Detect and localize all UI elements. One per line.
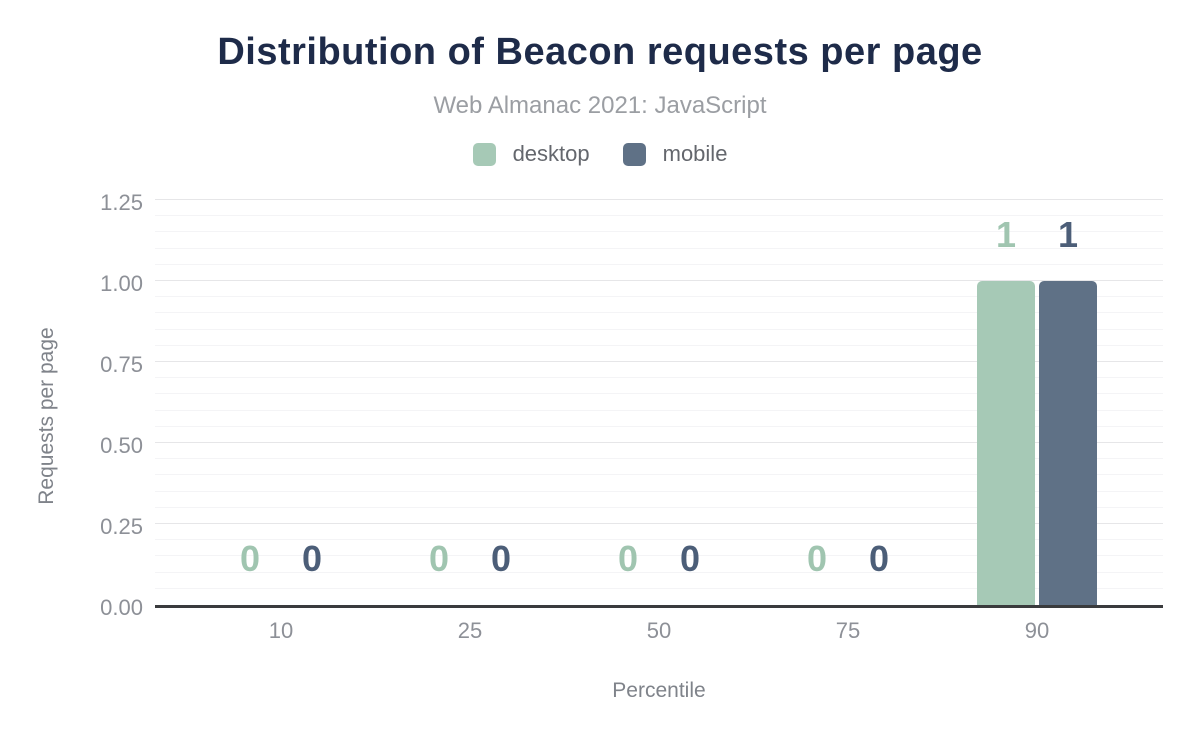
chart-subtitle: Web Almanac 2021: JavaScript	[433, 92, 767, 119]
value-label-desktop-p25: 0	[428, 538, 450, 579]
bar-desktop-p90[interactable]	[977, 281, 1035, 605]
chart-title: Distribution of Beacon requests per page	[217, 31, 983, 73]
y-axis-title: Requests per page	[35, 327, 58, 505]
legend-swatch-mobile	[622, 142, 646, 166]
value-label-mobile-p10: 0	[301, 538, 323, 579]
y-tick-label: 0.75	[100, 352, 143, 377]
legend-label: mobile	[662, 141, 728, 166]
value-label-mobile-p50: 0	[679, 538, 701, 579]
gridline-minor	[155, 247, 1163, 249]
legend-item-mobile[interactable]: mobile	[622, 141, 728, 167]
plot-area: 0.00 0.25 0.50 0.75 1.00 1.25 10 0 0 25 0 0 50 0 0 75 0 0…	[100, 192, 1163, 643]
gridline-major	[155, 199, 1163, 200]
gridline-major	[155, 361, 1163, 362]
value-label-desktop-p75: 0	[806, 538, 828, 579]
gridline-minor	[155, 571, 1163, 573]
y-tick-label: 0.00	[100, 595, 143, 620]
gridline-minor	[155, 312, 1163, 314]
gridline-major	[155, 442, 1163, 443]
x-tick-label: 10	[268, 618, 294, 643]
x-tick-label: 90	[1024, 618, 1050, 643]
y-tick-label: 0.25	[100, 514, 143, 539]
gridline-minor	[155, 425, 1163, 427]
gridline-minor	[155, 263, 1163, 265]
value-label-desktop-p90: 1	[995, 214, 1017, 255]
gridline-minor	[155, 506, 1163, 508]
value-label-mobile-p25: 0	[490, 538, 512, 579]
gridline-minor	[155, 458, 1163, 460]
gridline-minor	[155, 474, 1163, 476]
gridline-minor	[155, 215, 1163, 217]
gridline-major	[155, 523, 1163, 524]
gridline-minor	[155, 377, 1163, 379]
x-tick-label: 50	[646, 618, 672, 643]
gridline-minor	[155, 409, 1163, 411]
gridline-minor	[155, 328, 1163, 330]
bar-mobile-p90[interactable]	[1039, 281, 1097, 605]
gridline-major	[155, 280, 1163, 281]
gridline-minor	[155, 344, 1163, 346]
x-axis-title: Percentile	[612, 679, 706, 702]
gridline-minor	[155, 539, 1163, 541]
legend-item-desktop[interactable]: desktop	[472, 141, 590, 167]
gridline-minor	[155, 296, 1163, 298]
value-label-desktop-p10: 0	[239, 538, 261, 579]
legend-swatch-desktop	[472, 142, 496, 166]
gridline-minor	[155, 555, 1163, 557]
value-label-mobile-p75: 0	[868, 538, 890, 579]
gridline-minor	[155, 231, 1163, 233]
y-tick-label: 1.00	[100, 271, 143, 296]
gridline-minor	[155, 490, 1163, 492]
x-tick-label: 75	[835, 618, 861, 643]
y-tick-label: 0.50	[100, 433, 143, 458]
gridline-minor	[155, 587, 1163, 589]
value-label-mobile-p90: 1	[1057, 214, 1079, 255]
y-tick-label: 1.25	[100, 190, 143, 215]
legend-label: desktop	[512, 141, 590, 166]
value-label-desktop-p50: 0	[617, 538, 639, 579]
legend: desktop mobile	[0, 141, 1200, 167]
gridline-minor	[155, 393, 1163, 395]
x-tick-label: 25	[457, 618, 483, 643]
